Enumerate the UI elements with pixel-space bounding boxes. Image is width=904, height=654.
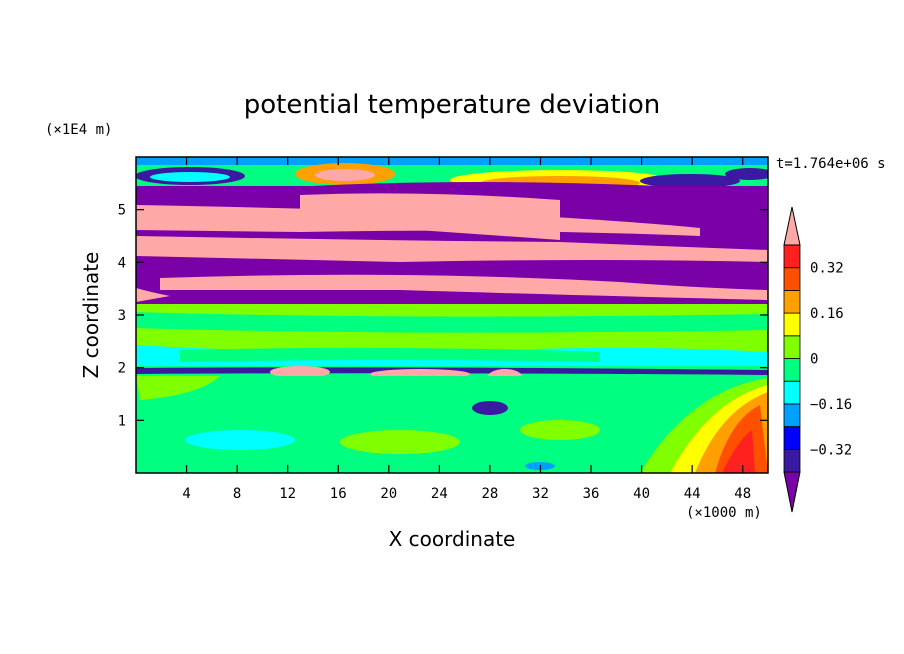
colorbar: −0.32 −0.16 0 0.16 0.32 — [783, 206, 852, 513]
x-tick-label: 20 — [380, 486, 397, 502]
x-axis-label: X coordinate — [389, 527, 516, 551]
colorbar-over-triangle — [783, 206, 801, 246]
colorbar-swatch — [783, 358, 801, 382]
colorbar-under-triangle — [783, 471, 801, 513]
colorbar-swatch — [783, 335, 801, 359]
colorbar-swatch — [783, 380, 801, 405]
x-tick-label: 8 — [233, 486, 241, 502]
x-axis: 4 8 12 16 20 24 28 32 36 40 44 48 — [182, 157, 751, 502]
colorbar-swatch — [783, 244, 801, 269]
colorbar-swatch — [783, 403, 801, 427]
colorbar-swatch — [783, 312, 801, 337]
x-tick-label: 28 — [481, 486, 498, 502]
y-tick-label: 5 — [118, 203, 126, 219]
x-tick-label: 44 — [684, 486, 701, 502]
colorbar-swatch — [783, 426, 801, 450]
colorbar-swatch — [783, 448, 801, 473]
colorbar-swatch — [783, 267, 801, 291]
x-unit-label: (×1000 m) — [686, 505, 762, 521]
colorbar-tick-label: −0.16 — [810, 397, 852, 413]
x-tick-label: 24 — [431, 486, 448, 502]
y-axis-label: Z coordinate — [79, 252, 103, 379]
x-tick-label: 40 — [633, 486, 650, 502]
time-label: t=1.764e+06 s — [776, 156, 886, 172]
y-axis: 1 2 3 4 5 — [118, 203, 768, 429]
x-tick-label: 36 — [583, 486, 600, 502]
colorbar-tick-label: 0.32 — [810, 261, 844, 277]
contour-field — [136, 157, 768, 473]
x-tick-label: 4 — [182, 486, 190, 502]
colorbar-tick-label: 0.16 — [810, 306, 844, 322]
x-tick-label: 12 — [279, 486, 296, 502]
y-unit-label: (×1E4 m) — [45, 122, 112, 138]
x-tick-label: 32 — [532, 486, 549, 502]
x-tick-label: 16 — [330, 486, 347, 502]
y-tick-label: 1 — [118, 413, 126, 429]
colorbar-tick-label: −0.32 — [810, 442, 852, 458]
colorbar-tick-label: 0 — [810, 352, 818, 368]
y-tick-label: 3 — [118, 308, 126, 324]
y-tick-label: 4 — [118, 255, 126, 271]
x-tick-label: 48 — [734, 486, 751, 502]
chart-title: potential temperature deviation — [244, 90, 660, 120]
colorbar-swatch — [783, 289, 801, 314]
y-tick-label: 2 — [118, 361, 126, 377]
